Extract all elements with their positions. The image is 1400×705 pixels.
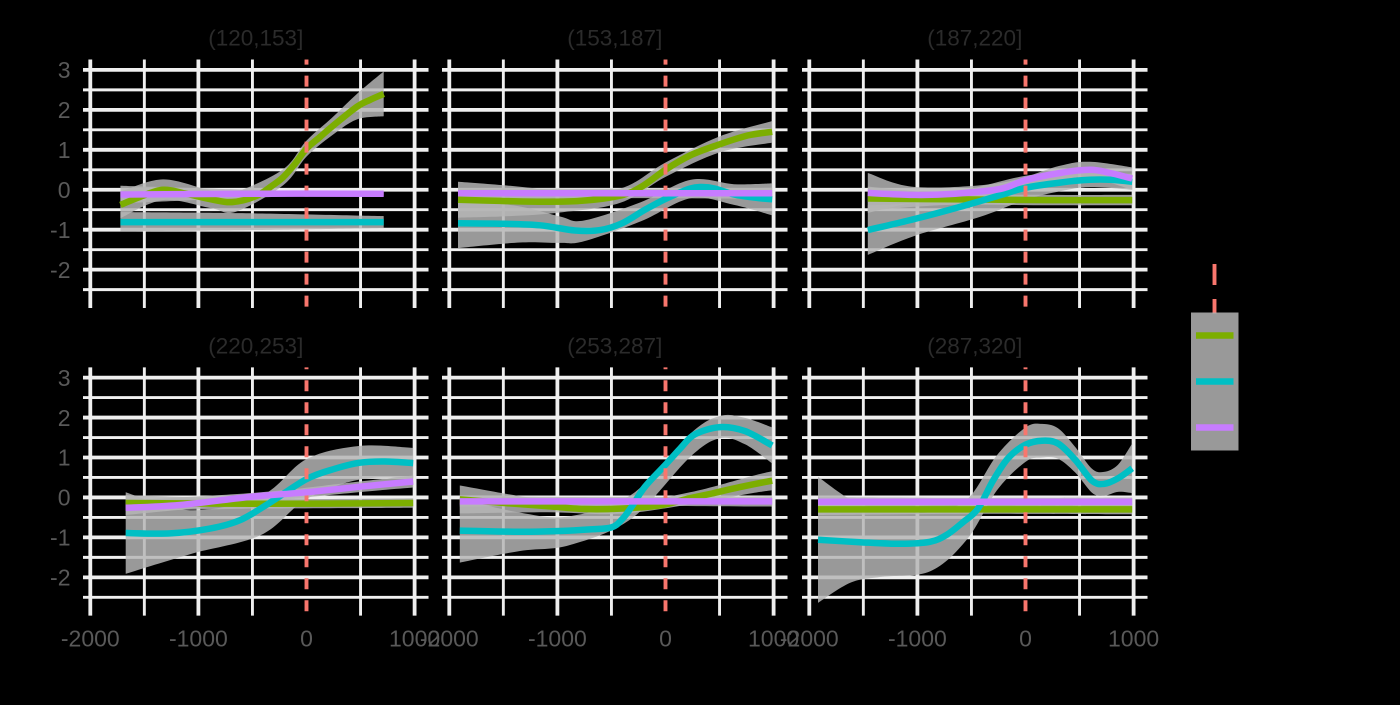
svg-text:(153,187]: (153,187] — [567, 26, 662, 51]
svg-text:1: 1 — [58, 137, 71, 163]
svg-text:-2: -2 — [50, 565, 70, 591]
svg-text:3: 3 — [58, 365, 71, 391]
svg-text:1000: 1000 — [748, 626, 799, 652]
svg-text:(287,320]: (287,320] — [927, 333, 1022, 358]
svg-text:1000: 1000 — [389, 626, 440, 652]
svg-text:-2000: -2000 — [61, 626, 120, 652]
svg-text:-2: -2 — [50, 257, 70, 283]
svg-text:-1000: -1000 — [888, 626, 947, 652]
svg-text:1: 1 — [58, 445, 71, 471]
svg-text:-1: -1 — [50, 217, 70, 243]
svg-text:-2000: -2000 — [420, 626, 479, 652]
svg-text:(253,287]: (253,287] — [567, 333, 662, 358]
svg-text:(187,220]: (187,220] — [927, 26, 1022, 51]
svg-text:-1: -1 — [50, 525, 70, 551]
svg-text:1000: 1000 — [1108, 626, 1159, 652]
svg-text:0: 0 — [659, 626, 672, 652]
svg-text:(120,153]: (120,153] — [208, 26, 303, 51]
svg-text:0: 0 — [58, 177, 71, 203]
svg-text:2: 2 — [58, 405, 71, 431]
svg-text:0: 0 — [1019, 626, 1032, 652]
svg-text:(220,253]: (220,253] — [208, 333, 303, 358]
svg-text:3: 3 — [58, 57, 71, 83]
svg-text:-1000: -1000 — [169, 626, 228, 652]
svg-text:2: 2 — [58, 97, 71, 123]
svg-text:0: 0 — [300, 626, 313, 652]
svg-text:-1000: -1000 — [528, 626, 587, 652]
svg-text:-2000: -2000 — [780, 626, 839, 652]
svg-text:0: 0 — [58, 485, 71, 511]
